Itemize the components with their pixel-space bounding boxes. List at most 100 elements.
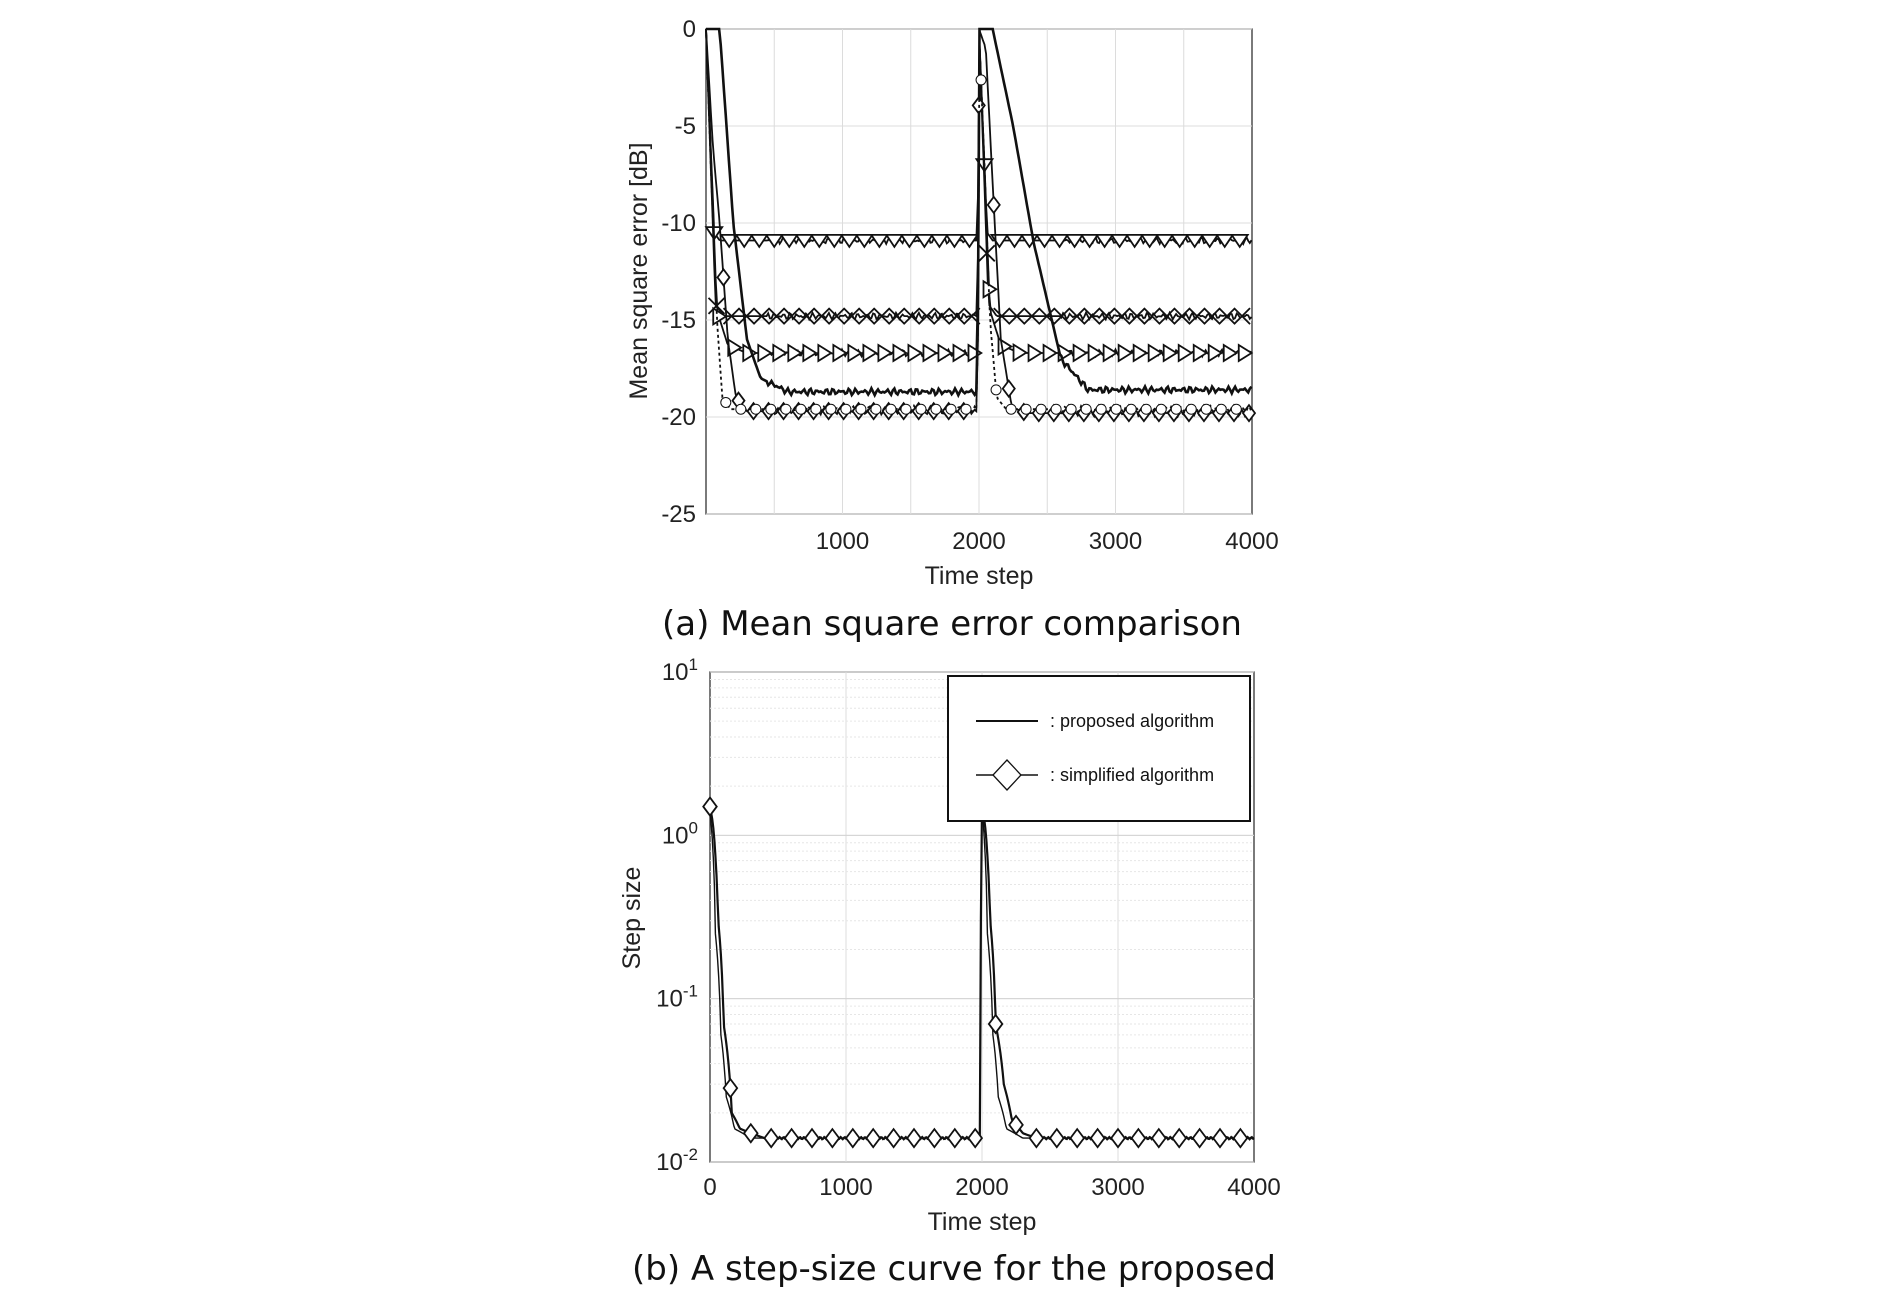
marker-diamond [1048, 1127, 1065, 1149]
marker-triangle-right [1222, 343, 1239, 363]
marker-circle [960, 403, 972, 415]
marker-circle [1095, 403, 1107, 415]
marker-diamond [1001, 379, 1016, 399]
legend-box [947, 675, 1251, 822]
series-group [704, 27, 1257, 423]
legend-label-simplified: : simplified algorithm [1050, 765, 1214, 785]
marker-x [1188, 307, 1206, 325]
marker-circle [750, 403, 762, 415]
marker-diamond [1150, 1127, 1167, 1149]
marker-x [1233, 307, 1251, 325]
marker-diamond [1241, 403, 1257, 423]
marker-triangle-down [914, 233, 935, 249]
marker-triangle-down [749, 233, 769, 249]
marker-triangle-down [1200, 233, 1220, 249]
marker-x [812, 307, 831, 325]
marker-circle [720, 396, 732, 408]
x-axis-label: Time step [925, 562, 1034, 590]
marker-diamond [1171, 1127, 1188, 1149]
x-tick-label: 2000 [952, 528, 1005, 555]
marker-circle [1155, 403, 1167, 415]
y-axis-label: Step size [618, 867, 646, 970]
marker-circle [1230, 403, 1242, 415]
marker-circle [855, 403, 867, 415]
marker-triangle-down [1139, 233, 1160, 249]
marker-x [1053, 307, 1071, 325]
y-tick-label: 10-2 [656, 1145, 698, 1176]
marker-triangle-right [952, 343, 968, 363]
y-tick-label: -25 [661, 501, 696, 528]
marker-circle [825, 403, 837, 415]
marker-circle [1200, 403, 1212, 415]
marker-circle [945, 403, 957, 415]
marker-triangle-down [899, 233, 920, 249]
y-tick-label: -10 [661, 210, 696, 237]
marker-x [1173, 307, 1191, 325]
marker-circle [990, 384, 1002, 396]
marker-circle [780, 403, 792, 415]
marker-triangle-right [877, 343, 893, 363]
marker-circle [915, 403, 927, 415]
marker-x [1218, 307, 1236, 325]
marker-triangle-right [847, 343, 863, 363]
marker-diamond [702, 796, 718, 818]
marker-circle [1140, 403, 1152, 415]
marker-triangle-right [1147, 343, 1164, 363]
marker-triangle-right [817, 343, 833, 363]
x-axis-label: Time step [928, 1208, 1037, 1236]
marker-circle [1125, 403, 1137, 415]
marker-diamond [716, 267, 731, 287]
marker-triangle-down [779, 233, 799, 249]
caption-a: (a) Mean square error comparison [662, 604, 1242, 644]
y-tick-label: 101 [662, 655, 698, 686]
marker-x [1158, 307, 1176, 325]
x-tick-label: 4000 [1225, 528, 1278, 555]
marker-diamond [906, 1127, 922, 1149]
x-tick-label: 1000 [816, 528, 869, 555]
marker-diamond [742, 1122, 759, 1144]
marker-diamond [967, 1127, 984, 1149]
marker-circle [1005, 403, 1017, 415]
marker-x [1008, 307, 1026, 325]
marker-diamond [885, 1127, 902, 1149]
panel-a-mse-chart: 1000 2000 3000 4000 0 -5 -10 -15 -20 -25 Time st… [625, 16, 1279, 644]
marker-diamond [722, 1077, 739, 1099]
marker-diamond [987, 1013, 1004, 1035]
legend-label-proposed: : proposed algorithm [1050, 711, 1214, 731]
marker-diamond [1232, 1127, 1249, 1149]
marker-circle [1020, 403, 1032, 415]
y-tick-label: 10-1 [656, 982, 698, 1013]
marker-triangle-down [1034, 233, 1055, 249]
marker-triangle-down [929, 233, 950, 249]
marker-triangle-right [1102, 343, 1119, 363]
y-tick-label: 100 [662, 818, 698, 849]
marker-x [873, 307, 891, 325]
marker-triangle-right [1177, 343, 1194, 363]
x-tick-labels: 1000 2000 3000 4000 [816, 528, 1279, 555]
marker-circle [1185, 403, 1197, 415]
marker-triangle-down [884, 233, 905, 249]
marker-circle [885, 403, 897, 415]
marker-triangle-down [1064, 233, 1085, 249]
marker-x [993, 307, 1011, 325]
marker-x [918, 307, 936, 325]
marker-circle [735, 403, 747, 415]
marker-x [948, 307, 966, 325]
marker-triangle-right [937, 343, 953, 363]
marker-triangle-right [922, 343, 938, 363]
marker-circle [795, 403, 807, 415]
marker-x [1068, 307, 1086, 325]
marker-triangle-right [1132, 343, 1149, 363]
marker-triangle-down [959, 233, 980, 249]
marker-triangle-down [809, 233, 829, 249]
marker-triangle-right [1117, 343, 1134, 363]
marker-triangle-right [1237, 343, 1254, 363]
x-tick-label: 3000 [1089, 528, 1142, 555]
marker-triangle-down [794, 233, 814, 249]
marker-diamond [865, 1127, 882, 1149]
marker-x [827, 307, 846, 325]
x-tick-label: 4000 [1227, 1174, 1280, 1201]
marker-x [797, 307, 816, 325]
marker-triangle-right [1072, 343, 1089, 363]
marker-triangle-down [1154, 233, 1175, 249]
